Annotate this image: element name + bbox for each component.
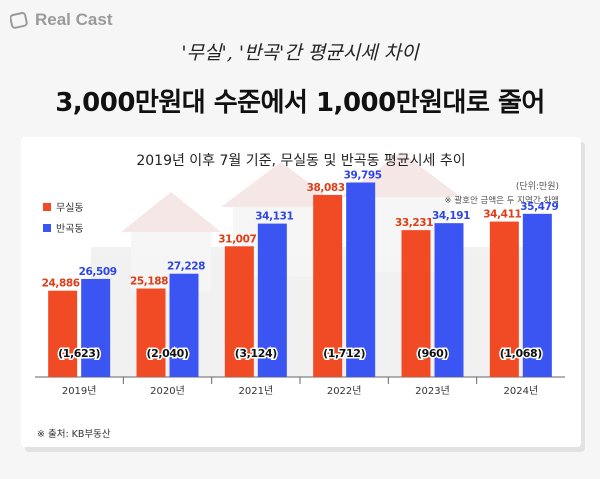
x-tick-label: 2019년 [62, 385, 97, 397]
data-label-muksil: 25,188 [130, 276, 168, 288]
difference-label: (1,623) [58, 347, 100, 360]
bar-bangok [346, 182, 376, 377]
chart-title: 2019년 이후 7월 기준, 무실동 및 반곡동 평균시세 추이 [136, 153, 466, 169]
data-label-muksil: 24,886 [42, 278, 80, 290]
difference-label: (1,068) [500, 347, 542, 360]
difference-label: (960) [417, 347, 448, 360]
difference-label: (3,124) [235, 347, 277, 360]
bar-muksil [136, 288, 166, 377]
data-label-muksil: 38,083 [307, 182, 345, 194]
difference-label: (2,040) [146, 347, 188, 360]
source-note: ※ 출처: KB부동산 [37, 429, 111, 440]
bar-bangok [169, 273, 199, 377]
brand-logo: Real Cast [10, 10, 112, 30]
data-label-muksil: 34,411 [483, 209, 521, 221]
chart-legend: 무실동 반곡동 [43, 199, 84, 241]
data-label-bangok: 27,228 [167, 261, 205, 273]
chart-card: 2019년 이후 7월 기준, 무실동 및 반곡동 평균시세 추이 (단위:만원… [21, 137, 581, 447]
data-label-bangok: 26,509 [79, 266, 117, 278]
legend-label-bangok: 반곡동 [56, 224, 84, 235]
legend-swatch-bangok [43, 223, 51, 232]
x-tick-label: 2021년 [239, 385, 274, 397]
x-tick-label: 2024년 [504, 385, 539, 397]
x-tick-label: 2020년 [150, 385, 185, 397]
bar-muksil [224, 246, 254, 377]
headline-subtitle: '무실', '반곡'간 평균시세 차이 [181, 42, 419, 64]
bar-muksil [489, 221, 519, 377]
unit-label: (단위:만원) [515, 182, 559, 192]
bar-muksil [48, 290, 78, 377]
data-label-bangok: 39,795 [344, 169, 382, 181]
bar-bangok [434, 223, 464, 377]
legend-label-muksil: 무실동 [56, 203, 84, 214]
bar-bangok [257, 223, 287, 377]
difference-note: ※ 괄호안 금액은 두 지역간 차액 [444, 196, 559, 206]
x-tick-label: 2023년 [415, 385, 450, 397]
data-label-muksil: 31,007 [218, 233, 256, 245]
legend-swatch-muksil [43, 202, 51, 211]
data-label-bangok: 35,479 [520, 201, 558, 213]
legend-item-bangok: 반곡동 [43, 220, 84, 235]
bar-bangok [81, 278, 111, 377]
bar-muksil [401, 230, 431, 377]
brand-name: Real Cast [35, 10, 113, 29]
difference-label: (1,712) [323, 347, 365, 360]
data-label-bangok: 34,131 [255, 211, 293, 223]
bar-muksil [313, 194, 343, 377]
data-label-bangok: 34,191 [432, 210, 470, 222]
bar-bangok [522, 213, 552, 377]
brand-logo-icon [10, 12, 28, 29]
data-label-muksil: 33,231 [395, 217, 433, 229]
x-tick-label: 2022년 [327, 385, 362, 397]
legend-item-muksil: 무실동 [43, 199, 84, 214]
headline-title: 3,000만원대 수준에서 1,000만원대로 줄어 [55, 88, 545, 118]
